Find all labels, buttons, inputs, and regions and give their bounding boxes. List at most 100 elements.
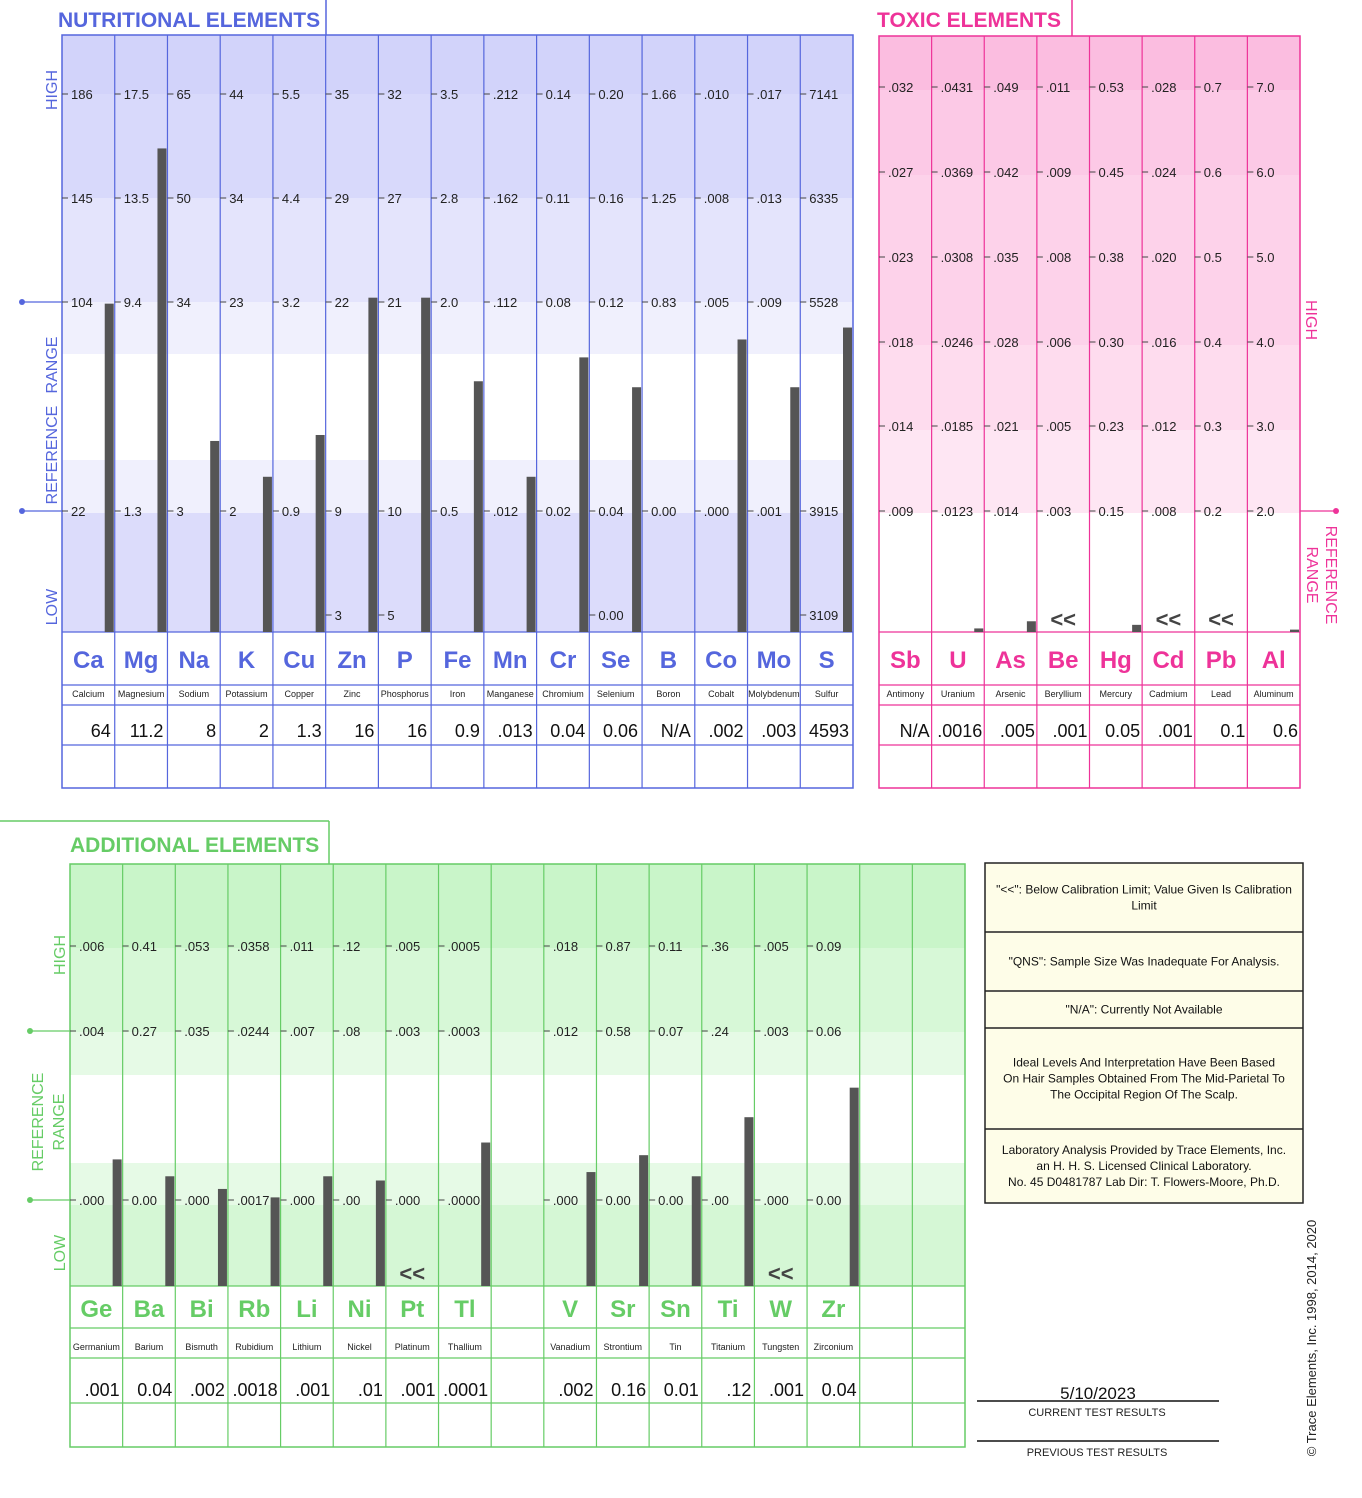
additional-symbol: Sr bbox=[610, 1296, 635, 1323]
toxic-tick-label: .009 bbox=[1046, 165, 1071, 180]
toxic-below-limit-marker: << bbox=[1156, 607, 1182, 632]
nutritional-frame bbox=[61, 34, 854, 789]
nutritional-value: 0.04 bbox=[550, 721, 585, 741]
additional-bar-li bbox=[323, 1176, 333, 1286]
nutritional-range-label: RANGE bbox=[44, 337, 61, 394]
toxic-below-limit-marker: << bbox=[1208, 607, 1234, 632]
toxic-value: 0.1 bbox=[1220, 721, 1245, 741]
nutritional-value: 16 bbox=[407, 721, 427, 741]
nutritional-bar-zn bbox=[368, 297, 378, 632]
toxic-tick-label: 0.53 bbox=[1099, 80, 1124, 95]
additional-tick-label: .000 bbox=[763, 1193, 788, 1208]
nutritional-tick-label: 145 bbox=[71, 191, 93, 206]
nutritional-tick-label: 34 bbox=[176, 295, 190, 310]
nutritional-symbol: Na bbox=[178, 647, 209, 674]
additional-tick-label: .005 bbox=[763, 939, 788, 954]
additional-value: 0.16 bbox=[611, 1380, 646, 1400]
toxic-value: .0016 bbox=[937, 721, 982, 741]
additional-ref-dot bbox=[27, 1028, 33, 1034]
legend-item-line: On Hair Samples Obtained From The Mid-Pa… bbox=[1003, 1072, 1285, 1086]
nutritional-symbol: Zn bbox=[337, 647, 366, 674]
additional-tick-label: .00 bbox=[711, 1193, 729, 1208]
toxic-tick-label: 4.0 bbox=[1256, 335, 1274, 350]
toxic-tick-label: 5.0 bbox=[1256, 250, 1274, 265]
additional-bar-bi bbox=[217, 1188, 227, 1286]
nutritional-name: Chromium bbox=[542, 689, 584, 699]
additional-high-label: HIGH bbox=[52, 935, 69, 975]
toxic-tick-label: .008 bbox=[1151, 504, 1176, 519]
toxic-bar-as bbox=[1026, 621, 1036, 632]
toxic-tick-label: .032 bbox=[888, 80, 913, 95]
additional-tick-label: .00 bbox=[342, 1193, 360, 1208]
nutritional-tick-label: 2.8 bbox=[440, 191, 458, 206]
nutritional-band bbox=[62, 198, 853, 302]
additional-tick-label: 0.00 bbox=[816, 1193, 841, 1208]
toxic-symbol: Sb bbox=[890, 647, 921, 674]
additional-name: Vanadium bbox=[550, 1342, 590, 1352]
nutritional-value: 4593 bbox=[809, 721, 849, 741]
nutritional-tick-label: 4.4 bbox=[282, 191, 300, 206]
toxic-tick-label: .049 bbox=[993, 80, 1018, 95]
nutritional-tick-label: 23 bbox=[229, 295, 243, 310]
nutritional-tick-label: 6335 bbox=[809, 191, 838, 206]
additional-tick-label: 0.00 bbox=[658, 1193, 683, 1208]
toxic-tick-label: 0.5 bbox=[1204, 250, 1222, 265]
toxic-bar-hg bbox=[1132, 624, 1142, 632]
nutritional-tick-label: 10 bbox=[387, 504, 401, 519]
nutritional-tick-label: 65 bbox=[176, 87, 190, 102]
additional-tick-label: .24 bbox=[711, 1024, 729, 1039]
toxic-name: Cadmium bbox=[1149, 689, 1188, 699]
nutritional-tick-label: 0.20 bbox=[598, 87, 623, 102]
additional-tick-label: .005 bbox=[395, 939, 420, 954]
nutritional-symbol: B bbox=[660, 647, 677, 674]
nutritional-low-label: LOW bbox=[44, 588, 61, 625]
additional-name: Bismuth bbox=[185, 1342, 218, 1352]
nutritional-bar-mg bbox=[157, 148, 167, 632]
additional-tick-label: 0.87 bbox=[605, 939, 630, 954]
nutritional-value: 0.06 bbox=[603, 721, 638, 741]
nutritional-symbol: Mo bbox=[757, 647, 792, 674]
nutritional-bar-mn bbox=[526, 476, 536, 632]
additional-value: .002 bbox=[558, 1380, 593, 1400]
additional-tick-label: .0017 bbox=[237, 1193, 270, 1208]
nutritional-tick-label: 3 bbox=[335, 608, 342, 623]
results-date: 5/10/2023 bbox=[1060, 1384, 1136, 1403]
additional-value: .0001 bbox=[443, 1380, 488, 1400]
nutritional-value: 8 bbox=[206, 721, 216, 741]
nutritional-ref-dot bbox=[19, 508, 25, 514]
legend-item-line: The Occipital Region Of The Scalp. bbox=[1050, 1088, 1238, 1102]
nutritional-tick-label: .000 bbox=[704, 504, 729, 519]
toxic-symbol: Cd bbox=[1152, 647, 1184, 674]
toxic-tick-label: .018 bbox=[888, 335, 913, 350]
additional-value: .01 bbox=[358, 1380, 383, 1400]
legend-item-line: "QNS": Sample Size Was Inadequate For An… bbox=[1009, 955, 1280, 969]
toxic-symbol: Be bbox=[1048, 647, 1079, 674]
nutritional-tick-label: 22 bbox=[335, 295, 349, 310]
additional-tick-label: .018 bbox=[553, 939, 578, 954]
toxic-ref-dot bbox=[1333, 508, 1339, 514]
nutritional-tick-label: 0.11 bbox=[546, 191, 570, 206]
nutritional-name: Cobalt bbox=[708, 689, 735, 699]
toxic-ref-label: REFERENCE bbox=[1322, 526, 1339, 625]
additional-bar-rb bbox=[270, 1197, 280, 1286]
additional-value: 0.01 bbox=[664, 1380, 699, 1400]
additional-name: Platinum bbox=[395, 1342, 430, 1352]
additional-value: 0.04 bbox=[822, 1380, 857, 1400]
toxic-name: Uranium bbox=[941, 689, 975, 699]
additional-tick-label: .08 bbox=[342, 1024, 360, 1039]
additional-bar-sn bbox=[691, 1176, 701, 1286]
nutritional-tick-label: 1.3 bbox=[124, 504, 142, 519]
additional-tick-label: .12 bbox=[342, 939, 360, 954]
nutritional-tick-label: 2.0 bbox=[440, 295, 458, 310]
nutritional-high-label: HIGH bbox=[44, 70, 61, 110]
toxic-value: .001 bbox=[1158, 721, 1193, 741]
legend-item: "QNS": Sample Size Was Inadequate For An… bbox=[1009, 955, 1280, 969]
additional-tick-label: .0358 bbox=[237, 939, 270, 954]
toxic-symbol: As bbox=[995, 647, 1026, 674]
toxic-tick-label: .035 bbox=[993, 250, 1018, 265]
additional-tick-label: .000 bbox=[290, 1193, 315, 1208]
toxic-symbol: Hg bbox=[1100, 647, 1132, 674]
additional-value: .001 bbox=[295, 1380, 330, 1400]
legend-item: "<<": Below Calibration Limit; Value Giv… bbox=[996, 883, 1292, 913]
